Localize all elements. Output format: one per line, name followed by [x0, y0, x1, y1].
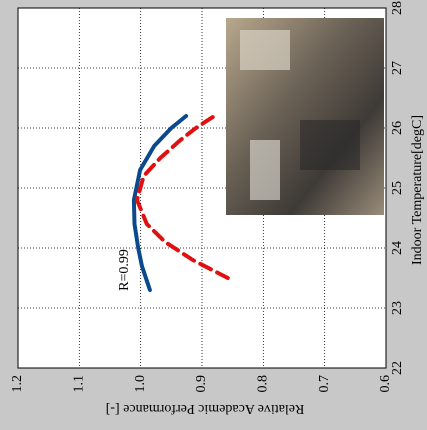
- plot-border: [17, 7, 387, 369]
- x-tick-label: 26: [390, 121, 405, 135]
- y-tick-label: 0.7: [317, 375, 332, 393]
- y-tick-label: 0.8: [256, 375, 271, 393]
- data-line: [131, 114, 189, 292]
- y-tick-label: 0.6: [378, 375, 393, 393]
- y-tick-label: 1.1: [72, 375, 87, 393]
- x-tick-label: 23: [390, 301, 405, 315]
- x-tick-label: 25: [390, 181, 405, 195]
- y-axis-title: Relative Academic Performance [-]: [106, 401, 305, 416]
- y-tick-label: 1.2: [10, 375, 25, 393]
- y-tick-label: 1.0: [133, 375, 148, 393]
- x-tick-label: 22: [390, 361, 405, 375]
- x-tick-label: 28: [390, 1, 405, 15]
- annotation: R=0.99: [117, 249, 132, 291]
- x-tick-label: 24: [390, 241, 405, 255]
- x-tick-label: 27: [390, 61, 405, 75]
- photo: [226, 18, 384, 215]
- y-tick-label: 0.9: [194, 375, 209, 393]
- x-axis-title: Indoor Temperature[degC]: [410, 115, 425, 265]
- data-line: [135, 114, 230, 280]
